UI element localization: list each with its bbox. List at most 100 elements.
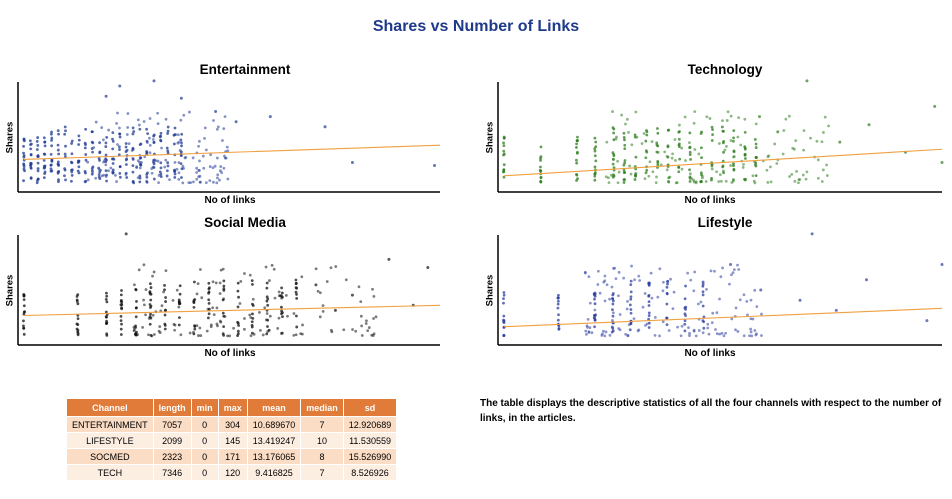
scatter-point xyxy=(173,328,177,332)
scatter-point xyxy=(126,112,130,115)
scatter-point xyxy=(612,166,616,170)
scatter-point xyxy=(633,133,637,137)
scatter-point xyxy=(647,314,651,317)
scatter-point xyxy=(678,130,681,133)
scatter-point xyxy=(124,163,128,166)
scatter-point xyxy=(151,313,155,317)
scatter-point xyxy=(680,324,684,328)
scatter-point xyxy=(137,123,141,127)
scatter-point xyxy=(261,333,265,337)
scatter-point xyxy=(224,156,228,160)
scatter-point xyxy=(662,280,665,284)
scatter-point xyxy=(668,175,672,179)
header-cell: length xyxy=(153,399,191,416)
scatter-point xyxy=(177,323,181,327)
scatter-point xyxy=(265,299,269,303)
scatter-point xyxy=(222,297,226,301)
scatter-point xyxy=(138,174,142,178)
scatter-point xyxy=(792,147,796,151)
scatter-point xyxy=(104,169,108,173)
scatter-point xyxy=(623,147,627,151)
scatter-point xyxy=(622,131,626,135)
scatter-point xyxy=(263,306,267,310)
scatter-point xyxy=(753,181,757,185)
scatter-point xyxy=(732,136,735,140)
scatter-point xyxy=(29,153,33,156)
scatter-point xyxy=(133,283,136,287)
scatter-point xyxy=(611,110,614,113)
scatter-point xyxy=(742,293,746,297)
scatter-point xyxy=(628,164,631,168)
scatter-point xyxy=(593,165,597,169)
scatter-point xyxy=(557,313,560,317)
scatter-point xyxy=(629,279,633,283)
scatter-point xyxy=(29,176,33,180)
scatter-point xyxy=(623,138,626,142)
scatter-point xyxy=(177,161,181,164)
scatter-point xyxy=(182,167,185,170)
table-cell: 7 xyxy=(301,417,343,432)
scatter-point xyxy=(706,326,710,330)
scatter-point xyxy=(671,307,675,311)
scatter-point xyxy=(736,330,740,333)
scatter-point xyxy=(22,167,26,171)
scatter-point xyxy=(195,324,199,328)
scatter-point xyxy=(688,172,692,176)
scatter-point xyxy=(266,297,270,301)
scatter-point xyxy=(131,146,135,150)
stats-table: Channel length min max mean median sd EN… xyxy=(66,398,397,481)
scatter-point xyxy=(629,297,633,301)
scatter-point xyxy=(116,111,119,115)
scatter-point xyxy=(70,142,73,145)
scatter-point xyxy=(119,293,123,297)
scatter-point xyxy=(618,313,622,316)
scatter-point xyxy=(731,271,735,275)
scatter-point xyxy=(148,303,152,306)
panel-entertainment: Entertainment Shares No of links xyxy=(0,60,450,210)
scatter-point xyxy=(736,263,739,267)
scatter-point xyxy=(620,113,624,117)
scatter-point xyxy=(286,314,289,318)
scatter-point xyxy=(144,288,148,291)
scatter-point xyxy=(36,169,40,173)
table-cell: 0 xyxy=(191,465,218,480)
scatter-point xyxy=(223,154,226,158)
scatter-point xyxy=(118,126,121,130)
scatter-point xyxy=(166,129,170,133)
scatter-point xyxy=(76,317,80,321)
scatter-point xyxy=(614,277,618,281)
scatter-point xyxy=(788,175,791,178)
scatter-point xyxy=(677,143,681,147)
scatter-point xyxy=(174,133,178,137)
scatter-point xyxy=(684,159,687,162)
scatter-point xyxy=(219,268,223,272)
scatter-point xyxy=(630,143,634,147)
scatter-point xyxy=(667,128,671,132)
scatter-point xyxy=(43,152,47,156)
scatter-point xyxy=(745,299,749,303)
scatter-point xyxy=(49,167,53,171)
scatter-point xyxy=(138,160,141,164)
scatter-point xyxy=(197,144,200,148)
scatter-point xyxy=(104,141,108,145)
scatter-point xyxy=(156,122,160,126)
scatter-point xyxy=(209,325,213,329)
scatter-point xyxy=(627,130,630,134)
scatter-point xyxy=(630,264,633,268)
scatter-point xyxy=(624,332,628,336)
scatter-point xyxy=(136,333,139,337)
scatter-point xyxy=(433,164,437,168)
scatter-point xyxy=(175,288,179,292)
scatter-point xyxy=(226,177,230,181)
scatter-point xyxy=(76,302,80,306)
scatter-point xyxy=(583,271,587,275)
scatter-point xyxy=(618,328,622,332)
scatter-point xyxy=(294,290,298,294)
scatter-point xyxy=(77,134,81,138)
scatter-point xyxy=(183,156,187,160)
scatter-point xyxy=(692,121,696,125)
scatter-point xyxy=(643,177,647,181)
scatter-point xyxy=(43,140,47,144)
header-cell: median xyxy=(301,399,343,416)
scatter-point xyxy=(749,330,753,334)
